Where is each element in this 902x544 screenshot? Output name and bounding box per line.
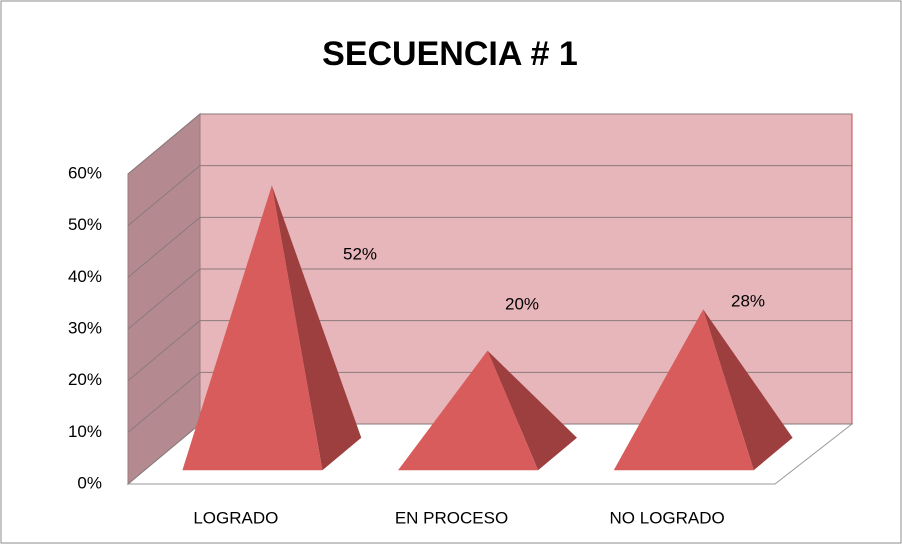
grid-line-side — [127, 216, 201, 278]
grid-line-side — [127, 320, 201, 382]
y-tick-label: 0% — [77, 473, 102, 492]
x-tick-label: LOGRADO — [193, 508, 278, 527]
pyramid-side — [271, 185, 362, 471]
data-label: 20% — [505, 294, 539, 313]
pyramid-front — [613, 309, 754, 471]
y-tick-label: 40% — [68, 267, 102, 286]
y-tick-label: 30% — [68, 318, 102, 337]
x-tick-label: NO LOGRADO — [610, 508, 725, 527]
y-tick-label: 20% — [68, 370, 102, 389]
data-label: 28% — [731, 291, 765, 310]
grid-line-side — [127, 423, 201, 485]
x-tick-label: EN PROCESO — [395, 508, 508, 527]
y-tick-label: 10% — [68, 422, 102, 441]
y-tick-label: 60% — [68, 163, 102, 182]
chart-title: SECUENCIA # 1 — [322, 35, 578, 73]
grid-line-side — [127, 371, 201, 433]
data-label: 52% — [343, 244, 377, 263]
pyramid-front — [398, 350, 539, 471]
grid-line-side — [127, 113, 201, 175]
y-tick-label: 50% — [68, 215, 102, 234]
pyramid-side — [487, 350, 577, 471]
grid-line-side — [127, 165, 201, 227]
pyramid-side — [703, 309, 793, 471]
grid-line-side — [127, 268, 201, 330]
pyramid-front — [182, 185, 323, 471]
